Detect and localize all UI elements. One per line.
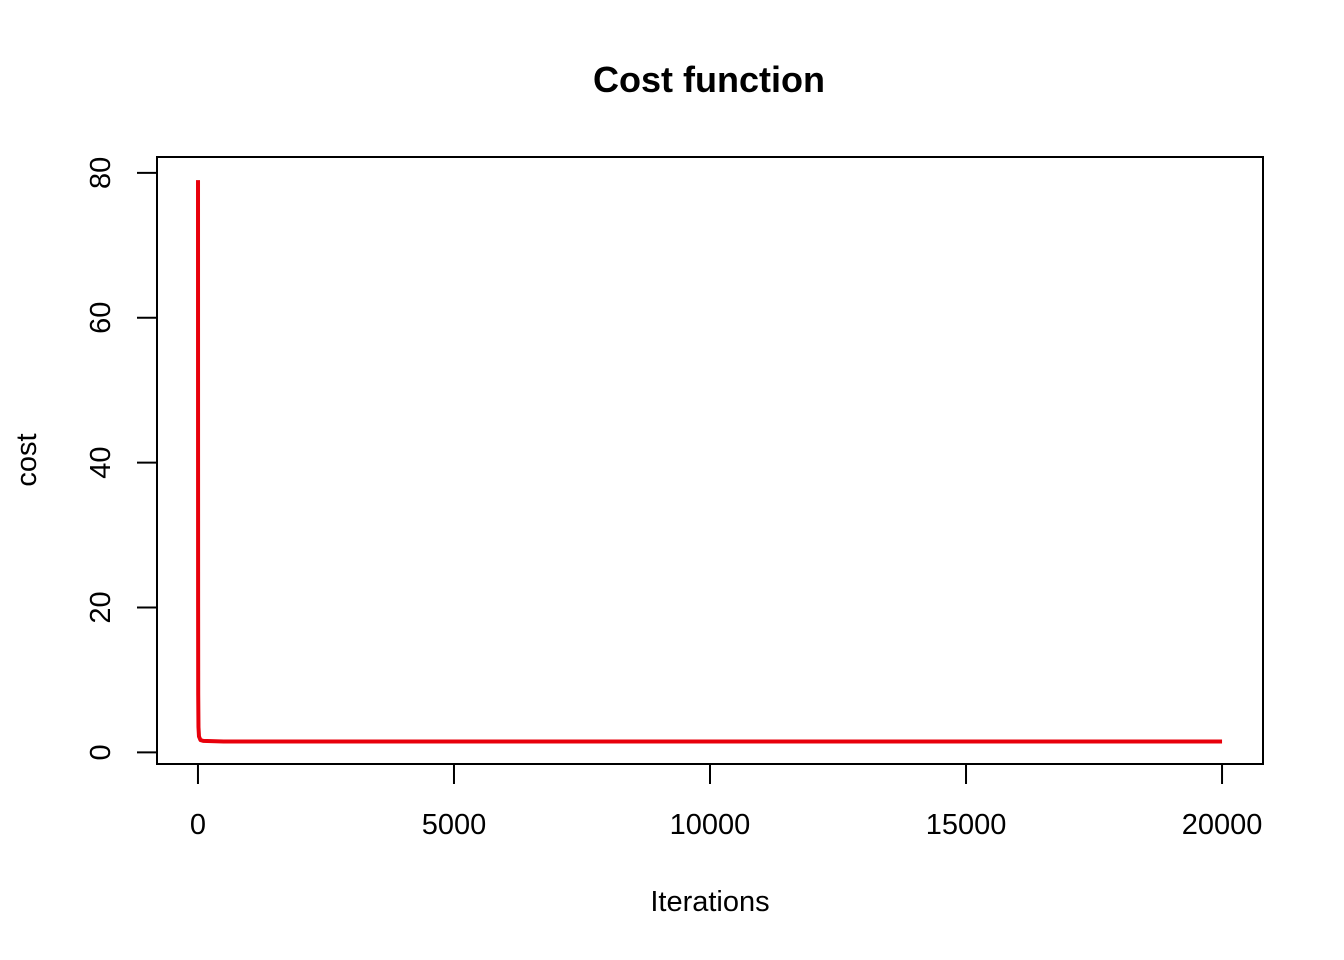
y-tick-label: 60: [85, 302, 117, 334]
x-tick-label: 10000: [670, 809, 751, 841]
y-axis: 0 20 40 60 80: [85, 157, 158, 760]
chart-title: Cost function: [593, 59, 825, 100]
y-tick-label: 40: [85, 447, 117, 479]
plot-frame: [156, 156, 1264, 765]
x-tick-label: 0: [190, 809, 206, 841]
x-axis: 0 5000 10000 15000 20000: [190, 763, 1263, 841]
y-tick-label: 20: [85, 591, 117, 623]
y-tick-label: 80: [85, 157, 117, 189]
x-axis-label: Iterations: [650, 886, 769, 918]
y-axis-label: cost: [11, 433, 43, 486]
x-tick-label: 15000: [926, 809, 1007, 841]
cost-series-line: [196, 180, 1223, 744]
y-tick-label: 0: [85, 744, 117, 760]
series-layer: [196, 180, 1223, 744]
x-tick-label: 20000: [1182, 809, 1263, 841]
x-tick-label: 5000: [422, 809, 487, 841]
